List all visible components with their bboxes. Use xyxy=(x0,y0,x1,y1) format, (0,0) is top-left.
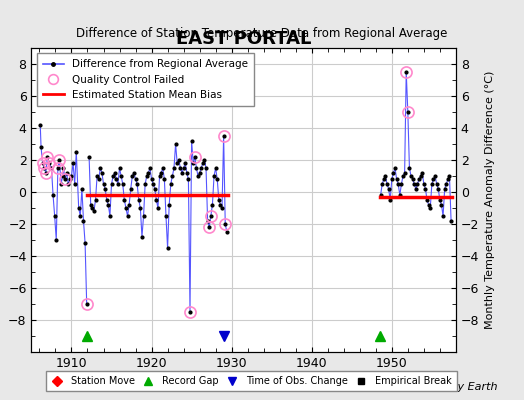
Legend: Difference from Regional Average, Quality Control Failed, Estimated Station Mean: Difference from Regional Average, Qualit… xyxy=(37,53,254,106)
Y-axis label: Monthly Temperature Anomaly Difference (°C): Monthly Temperature Anomaly Difference (… xyxy=(485,71,495,329)
Text: Difference of Station Temperature Data from Regional Average: Difference of Station Temperature Data f… xyxy=(77,28,447,40)
Legend: Station Move, Record Gap, Time of Obs. Change, Empirical Break: Station Move, Record Gap, Time of Obs. C… xyxy=(47,372,456,391)
Text: Berkeley Earth: Berkeley Earth xyxy=(416,382,498,392)
Title: EAST PORTAL: EAST PORTAL xyxy=(176,30,311,48)
